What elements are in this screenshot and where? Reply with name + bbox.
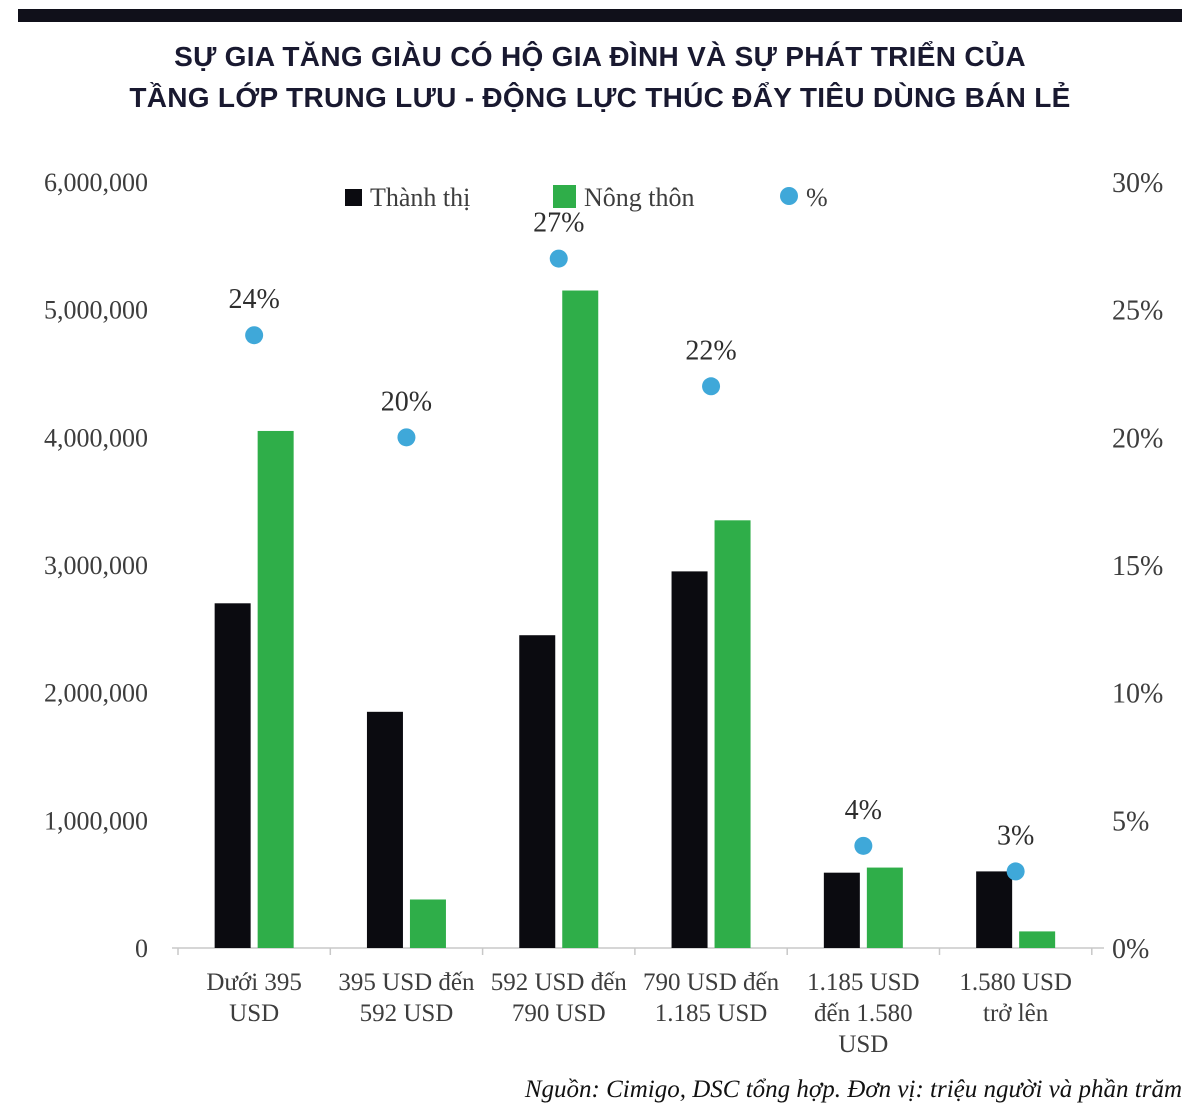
left-axis-tick-label: 2,000,000 [44, 679, 148, 708]
category-label: 790 USD [512, 1000, 606, 1027]
category-label: 1.580 USD [959, 969, 1072, 996]
left-axis-tick-label: 1,000,000 [44, 806, 148, 835]
percent-label: 24% [228, 284, 279, 315]
right-axis-tick-label: 5% [1112, 806, 1149, 837]
bar-urban [214, 603, 251, 948]
legend-label-rural: Nông thôn [584, 183, 695, 212]
bar-rural [1019, 931, 1056, 948]
category-label: 790 USD đến [643, 969, 780, 996]
right-axis-tick-label: 10% [1112, 679, 1163, 710]
left-axis-tick-label: 4,000,000 [44, 423, 148, 452]
bar-rural [562, 290, 599, 948]
top-rule [18, 9, 1182, 22]
bar-urban [976, 871, 1013, 948]
chart-title-line1: SỰ GIA TĂNG GIÀU CÓ HỘ GIA ĐÌNH VÀ SỰ PH… [174, 41, 1026, 72]
category-label: 395 USD đến [338, 969, 475, 996]
legend-label-percent: % [806, 183, 828, 212]
left-axis-tick-label: 6,000,000 [44, 168, 148, 197]
category-label: đến 1.580 [814, 1000, 913, 1027]
right-axis-tick-label: 0% [1112, 934, 1149, 965]
legend-swatch-percent [780, 187, 798, 205]
bar-urban [366, 711, 403, 948]
category-label: Dưới 395 [206, 969, 302, 996]
category-label: USD [229, 1000, 279, 1027]
bar-rural [257, 430, 294, 948]
percent-dot [702, 377, 721, 396]
category-label: 592 USD đến [491, 969, 628, 996]
category-label: 1.185 USD [655, 1000, 768, 1027]
legend-swatch-urban [345, 189, 362, 206]
chart-title-line2: TẦNG LỚP TRUNG LƯU - ĐỘNG LỰC THÚC ĐẨY T… [129, 82, 1071, 113]
category-label: USD [838, 1031, 888, 1058]
legend-label-urban: Thành thị [370, 183, 470, 212]
percent-dot [397, 428, 416, 447]
percent-dot [549, 249, 568, 268]
right-axis-tick-label: 30% [1112, 168, 1163, 199]
percent-label: 4% [845, 795, 882, 826]
right-axis-tick-label: 15% [1112, 551, 1163, 582]
category-label: 1.185 USD [807, 969, 920, 996]
bar-urban [823, 872, 860, 948]
category-label: trở lên [983, 1000, 1049, 1027]
percent-label: 22% [685, 335, 736, 366]
bar-rural [866, 867, 903, 948]
percent-dot [245, 326, 264, 345]
bar-rural [409, 899, 446, 948]
right-axis-tick-label: 20% [1112, 423, 1163, 454]
percent-label: 20% [381, 386, 432, 417]
chart-title: SỰ GIA TĂNG GIÀU CÓ HỘ GIA ĐÌNH VÀ SỰ PH… [0, 36, 1200, 118]
right-axis-tick-label: 25% [1112, 296, 1163, 327]
percent-dot [1006, 862, 1025, 881]
bar-urban [519, 635, 556, 948]
percent-label: 27% [533, 208, 584, 239]
left-axis-tick-label: 3,000,000 [44, 551, 148, 580]
left-axis-tick-label: 0 [135, 934, 148, 963]
bar-urban [671, 571, 708, 948]
category-label: 592 USD [360, 1000, 454, 1027]
percent-label: 3% [997, 820, 1034, 851]
left-axis-tick-label: 5,000,000 [44, 296, 148, 325]
source-note: Nguồn: Cimigo, DSC tổng hợp. Đơn vị: tri… [524, 1076, 1182, 1103]
percent-dot [854, 836, 873, 855]
legend-swatch-rural [553, 185, 576, 208]
bar-rural [714, 520, 751, 948]
